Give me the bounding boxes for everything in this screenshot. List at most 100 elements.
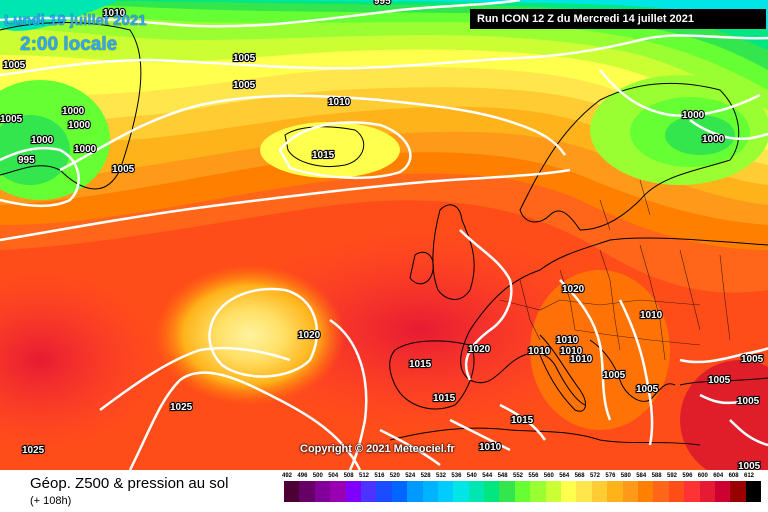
color-scale-label: 592 — [667, 473, 678, 479]
color-scale-label: 508 — [343, 473, 354, 479]
color-scale-cell — [699, 481, 715, 502]
color-scale-cell — [468, 481, 485, 502]
forecast-time: 2:00 locale — [20, 34, 118, 55]
color-scale-cell — [453, 481, 469, 502]
isobar-label: 1005 — [737, 396, 760, 407]
color-scale-label: 580 — [620, 473, 631, 479]
isobar-label: 995 — [374, 0, 391, 7]
isobar-label: 1005 — [112, 164, 135, 175]
color-scale-label: 492 — [282, 473, 293, 479]
isobar-label: 1005 — [233, 53, 256, 64]
isobar-label: 1010 — [528, 346, 551, 357]
isobar-label: 1005 — [233, 80, 256, 91]
isobar-label: 1015 — [511, 415, 534, 426]
color-scale-cell — [376, 481, 392, 502]
color-scale-labels: 492 496 500 504 508 512 516 520 524 528 532 536 540 5… — [282, 473, 762, 481]
color-scale-label: 568 — [574, 473, 585, 479]
color-scale-cell — [561, 481, 577, 502]
color-scale-cell — [622, 481, 638, 502]
color-scale-cell — [437, 481, 454, 502]
isobar-label: 1015 — [409, 359, 432, 370]
color-scale-cell — [714, 481, 731, 502]
color-scale-cell — [299, 481, 315, 502]
isobar-label: 1010 — [479, 442, 502, 453]
isobar-label: 1015 — [312, 150, 335, 161]
isobar-label: 1020 — [468, 344, 491, 355]
color-scale-cell — [637, 481, 654, 502]
color-scale-cell — [422, 481, 438, 502]
color-scale-cell — [345, 481, 361, 502]
color-scale-label: 496 — [297, 473, 308, 479]
color-scale-cell — [576, 481, 592, 502]
lead-time: (+ 108h) — [30, 495, 72, 507]
isobar-label: 1025 — [170, 402, 193, 413]
color-scale-label: 528 — [420, 473, 431, 479]
isobar-label: 1020 — [562, 284, 585, 295]
color-scale-cell — [284, 481, 300, 502]
color-scale-label: 532 — [436, 473, 447, 479]
color-scale-cell — [591, 481, 608, 502]
isobar-label: 1020 — [298, 330, 321, 341]
color-scale-cell — [653, 481, 669, 502]
color-scale-label: 520 — [389, 473, 400, 479]
color-scale-cell — [745, 481, 762, 502]
color-scale-cell — [545, 481, 562, 502]
color-scale-label: 612 — [744, 473, 755, 479]
isobar-label: 1010 — [556, 335, 579, 346]
isobar-label: 1005 — [741, 354, 764, 365]
color-scale-cell — [360, 481, 377, 502]
color-scale-label: 564 — [559, 473, 570, 479]
weather-map: 1010 995 1005 1005 1005 1005 1010 1000 1… — [0, 0, 768, 470]
color-scale-label: 544 — [482, 473, 493, 479]
isobar-label: 1005 — [738, 461, 761, 470]
isobar-label: 1000 — [68, 120, 91, 131]
color-scale-label: 560 — [543, 473, 554, 479]
color-scale-label: 524 — [405, 473, 416, 479]
isobar-label: 1005 — [636, 384, 659, 395]
isobar-label: 1010 — [570, 354, 593, 365]
isobar-label: 1005 — [603, 370, 626, 381]
color-scale-label: 600 — [697, 473, 708, 479]
model-run-info: Run ICON 12 Z du Mercredi 14 juillet 202… — [470, 9, 766, 29]
color-scale-label: 512 — [359, 473, 370, 479]
color-scale-label: 504 — [328, 473, 339, 479]
legend-title: Géop. Z500 & pression au sol — [30, 475, 229, 492]
color-scale-label: 556 — [528, 473, 539, 479]
isobar-label: 1010 — [328, 97, 351, 108]
color-scale-cell — [730, 481, 746, 502]
color-scale-label: 596 — [682, 473, 693, 479]
color-scale-cell — [484, 481, 500, 502]
isobar-label: 1010 — [103, 8, 126, 19]
color-scale-label: 572 — [590, 473, 601, 479]
color-scale-label: 552 — [513, 473, 524, 479]
color-scale-label: 500 — [312, 473, 323, 479]
color-scale — [284, 481, 762, 502]
color-scale-label: 608 — [728, 473, 739, 479]
color-scale-cell — [407, 481, 423, 502]
color-scale-cell — [499, 481, 515, 502]
color-scale-cell — [514, 481, 531, 502]
copyright: Copyright © 2021 Meteociel.fr — [300, 443, 455, 455]
color-scale-cell — [668, 481, 685, 502]
color-scale-label: 536 — [451, 473, 462, 479]
color-scale-cell — [391, 481, 408, 502]
isobar-label: 1010 — [560, 346, 583, 357]
isobar-label: 995 — [18, 155, 35, 166]
isobar-labels: 1010 995 1005 1005 1005 1005 1010 1000 1… — [0, 0, 765, 470]
color-scale-label: 604 — [713, 473, 724, 479]
isobars — [0, 0, 768, 470]
color-scale-cell — [330, 481, 346, 502]
color-scale-label: 584 — [636, 473, 647, 479]
isobar-label: 1005 — [708, 375, 731, 386]
isobar-label: 1000 — [31, 135, 54, 146]
isobar-label: 1000 — [682, 110, 705, 121]
color-scale-cell — [314, 481, 331, 502]
coastlines — [0, 22, 768, 446]
color-scale-label: 548 — [497, 473, 508, 479]
isobar-label: 1010 — [640, 310, 663, 321]
color-scale-cell — [607, 481, 623, 502]
isobar-label: 1005 — [0, 114, 23, 125]
color-scale-cell — [684, 481, 700, 502]
color-scale-label: 576 — [605, 473, 616, 479]
isobar-label: 1015 — [433, 393, 456, 404]
